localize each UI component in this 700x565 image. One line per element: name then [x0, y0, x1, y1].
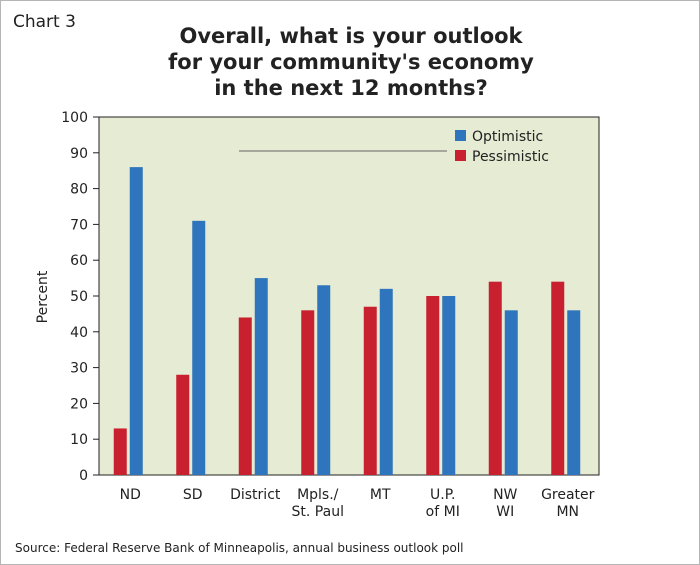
bar-optimistic: [192, 220, 206, 475]
bar-optimistic: [254, 278, 268, 475]
x-tick-label: District: [230, 487, 281, 503]
plot-background: [98, 116, 600, 476]
bar-optimistic: [317, 285, 331, 475]
x-tick-label: St. Paul: [292, 504, 344, 520]
chart-title-line: for your community's economy: [168, 50, 534, 74]
bar-pessimistic: [238, 317, 252, 475]
x-tick-label: MN: [556, 504, 579, 520]
bar-pessimistic: [301, 310, 315, 475]
legend-swatch-pessimistic: [455, 150, 466, 161]
x-tick-label: MT: [370, 487, 391, 503]
bar-optimistic: [129, 167, 143, 475]
x-tick-label: ND: [120, 487, 141, 503]
y-tick-label: 70: [70, 217, 88, 233]
plot-area: 0 10 20 30 40 50 60 70 80 90 100 ND SD District Mpls./…: [61, 110, 600, 520]
y-tick-label: 60: [70, 253, 88, 269]
bar-pessimistic: [113, 428, 127, 475]
bar-pessimistic: [426, 296, 440, 475]
y-tick-label: 20: [70, 396, 88, 412]
y-axis-label: Percent: [35, 270, 51, 323]
bar-optimistic: [567, 310, 581, 475]
bar-optimistic: [504, 310, 518, 475]
bar-pessimistic: [488, 281, 502, 475]
y-tick-label: 0: [79, 468, 88, 484]
bar-pessimistic: [176, 374, 190, 475]
x-tick-label: U.P.: [430, 487, 455, 503]
y-tick-label: 100: [61, 110, 88, 126]
source-note: Source: Federal Reserve Bank of Minneapo…: [15, 541, 464, 555]
bar-optimistic: [379, 288, 393, 475]
chart-title: Overall, what is your outlook for your c…: [168, 24, 534, 100]
legend-label-optimistic: Optimistic: [472, 129, 543, 145]
y-tick-label: 40: [70, 325, 88, 341]
y-tick-label: 30: [70, 361, 88, 377]
x-tick-label: NW: [493, 487, 517, 503]
figure-label: Chart 3: [13, 12, 76, 32]
x-tick-label: Mpls./: [297, 487, 339, 503]
x-tick-label: WI: [496, 504, 514, 520]
x-tick-label: of MI: [426, 504, 460, 520]
bar-optimistic: [442, 296, 456, 475]
x-tick-label: SD: [183, 487, 203, 503]
legend-swatch-optimistic: [455, 130, 466, 141]
legend-label-pessimistic: Pessimistic: [472, 149, 549, 165]
y-tick-label: 50: [70, 289, 88, 305]
x-tick-label: Greater: [541, 487, 595, 503]
y-tick-label: 10: [70, 432, 88, 448]
bar-pessimistic: [363, 306, 377, 475]
chart-title-line: in the next 12 months?: [214, 76, 488, 100]
chart-title-line: Overall, what is your outlook: [179, 24, 523, 48]
y-tick-label: 80: [70, 182, 88, 198]
bar-pessimistic: [551, 281, 565, 475]
y-tick-label: 90: [70, 146, 88, 162]
